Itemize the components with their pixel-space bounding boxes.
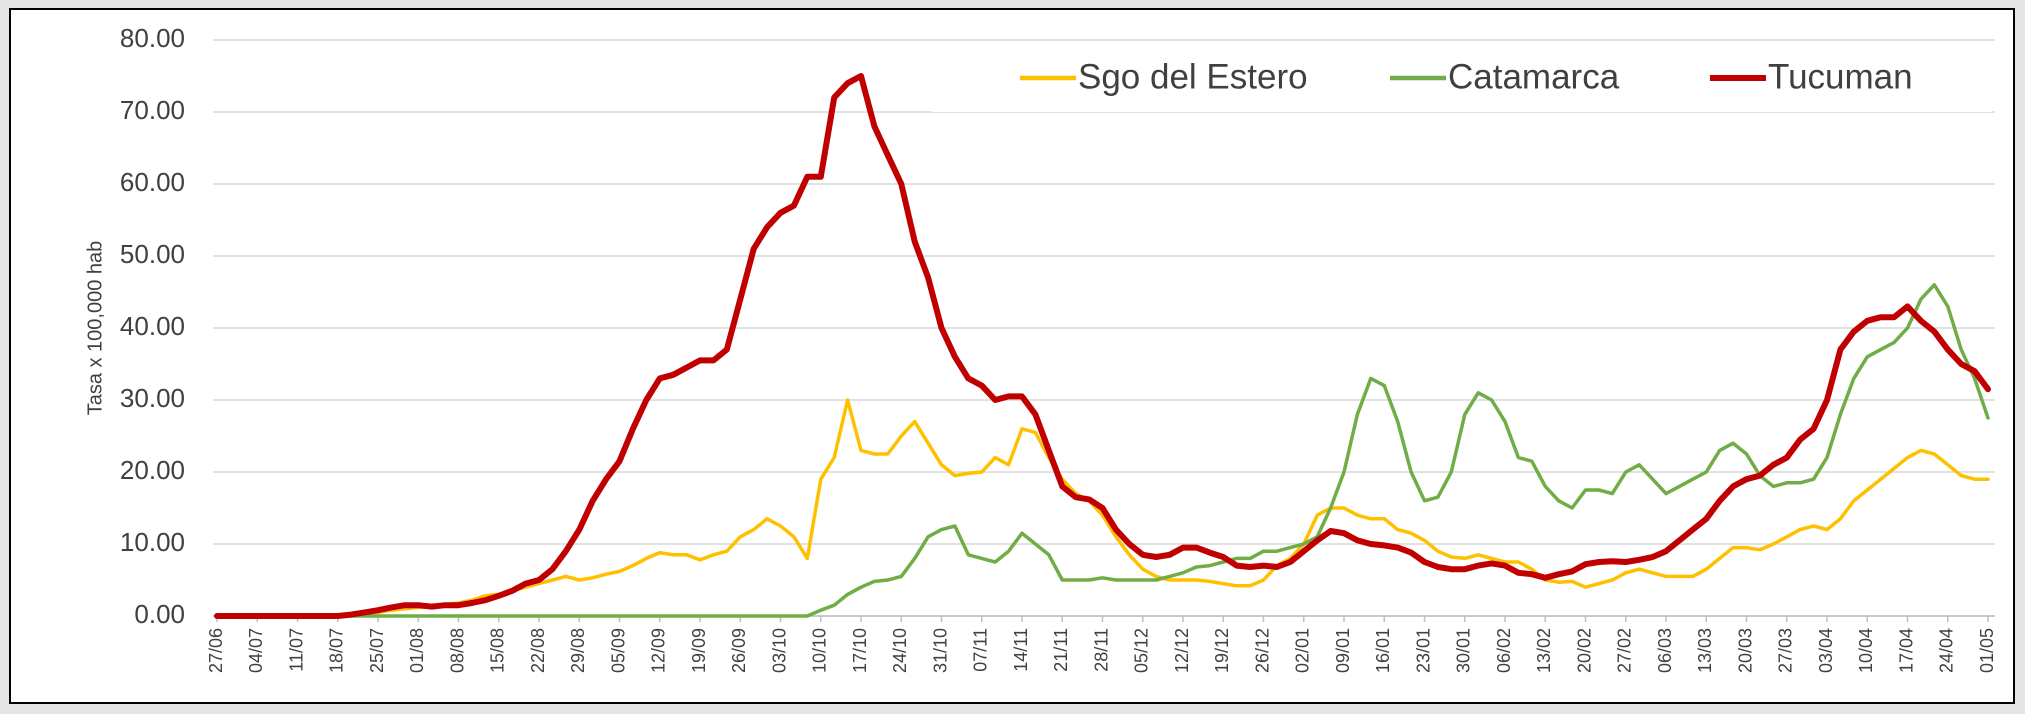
x-tick-label: 03/04 <box>1816 628 1836 673</box>
x-tick-label: 27/06 <box>206 628 226 673</box>
legend-label: Tucuman <box>1768 57 1913 96</box>
y-tick-label: 20.00 <box>120 455 185 485</box>
x-tick-label: 17/10 <box>850 628 870 673</box>
y-tick-label: 10.00 <box>120 527 185 557</box>
x-tick-label: 26/09 <box>729 628 749 673</box>
x-tick-label: 05/12 <box>1132 628 1152 673</box>
series-line <box>214 73 1991 619</box>
x-tick-label: 27/02 <box>1615 628 1635 673</box>
x-tick-label: 01/05 <box>1977 628 1997 673</box>
x-tick-label: 01/08 <box>407 628 427 673</box>
x-tick-label: 23/01 <box>1413 628 1433 673</box>
x-tick-label: 24/04 <box>1937 628 1957 673</box>
x-tick-label: 05/09 <box>608 628 628 673</box>
x-tick-label: 31/10 <box>930 628 950 673</box>
x-tick-label: 06/02 <box>1494 628 1514 673</box>
x-tick-label: 27/03 <box>1776 628 1796 673</box>
x-tick-label: 11/07 <box>286 628 306 672</box>
y-tick-label: 70.00 <box>120 95 185 125</box>
x-tick-label: 03/10 <box>769 628 789 673</box>
x-tick-label: 19/09 <box>689 628 709 673</box>
x-tick-label: 09/01 <box>1333 628 1353 673</box>
x-tick-label: 20/03 <box>1735 628 1755 673</box>
x-tick-label: 30/01 <box>1454 628 1474 673</box>
x-tick-label: 07/11 <box>971 628 991 672</box>
x-tick-label: 20/02 <box>1574 628 1594 673</box>
x-tick-label: 13/03 <box>1695 628 1715 673</box>
series-line <box>215 283 1990 618</box>
y-tick-label: 0.00 <box>134 599 185 629</box>
y-tick-label: 60.00 <box>120 167 185 197</box>
y-tick-label: 80.00 <box>120 23 185 53</box>
x-tick-label: 26/12 <box>1252 628 1272 673</box>
x-tick-label: 10/10 <box>810 628 830 673</box>
x-tick-label: 14/11 <box>1011 628 1031 672</box>
x-tick-label: 12/09 <box>649 628 669 673</box>
y-tick-label: 30.00 <box>120 383 185 413</box>
x-tick-label: 29/08 <box>568 628 588 673</box>
x-tick-label: 06/03 <box>1655 628 1675 673</box>
x-tick-label: 22/08 <box>528 628 548 673</box>
x-tick-label: 12/12 <box>1172 628 1192 673</box>
x-tick-label: 19/12 <box>1212 628 1232 673</box>
x-tick-label: 15/08 <box>488 628 508 673</box>
x-tick-label: 16/01 <box>1373 628 1393 673</box>
legend-label: Catamarca <box>1448 57 1620 96</box>
y-tick-label: 40.00 <box>120 311 185 341</box>
x-tick-label: 13/02 <box>1534 628 1554 673</box>
x-tick-label: 18/07 <box>327 628 347 673</box>
x-tick-label: 10/04 <box>1856 628 1876 673</box>
x-tick-label: 21/11 <box>1051 628 1071 672</box>
x-tick-label: 08/08 <box>447 628 467 673</box>
x-tick-label: 02/01 <box>1293 628 1313 673</box>
legend-box <box>932 42 1992 112</box>
x-tick-label: 28/11 <box>1091 628 1111 672</box>
x-tick-label: 25/07 <box>367 628 387 673</box>
y-axis-label: Tasa x 100,000 hab <box>84 241 106 416</box>
x-tick-label: 24/10 <box>890 628 910 673</box>
x-tick-label: 04/07 <box>246 628 266 673</box>
x-tick-label: 17/04 <box>1896 628 1916 673</box>
y-tick-label: 50.00 <box>120 239 185 269</box>
legend-label: Sgo del Estero <box>1078 57 1308 96</box>
